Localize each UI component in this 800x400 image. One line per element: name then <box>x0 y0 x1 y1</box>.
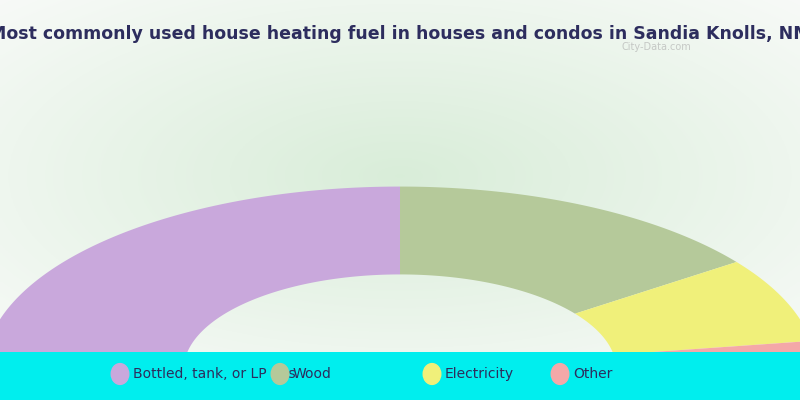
Ellipse shape <box>551 364 569 384</box>
Ellipse shape <box>423 364 441 384</box>
Text: Electricity: Electricity <box>445 367 514 381</box>
Ellipse shape <box>271 364 289 384</box>
Ellipse shape <box>111 364 129 384</box>
Text: Bottled, tank, or LP gas: Bottled, tank, or LP gas <box>133 367 295 381</box>
Text: Most commonly used house heating fuel in houses and condos in Sandia Knolls, NM: Most commonly used house heating fuel in… <box>0 25 800 43</box>
Polygon shape <box>0 186 400 370</box>
Polygon shape <box>575 262 800 355</box>
Text: Other: Other <box>573 367 612 381</box>
Text: Wood: Wood <box>293 367 332 381</box>
Polygon shape <box>614 341 800 370</box>
Polygon shape <box>400 186 737 314</box>
Text: City-Data.com: City-Data.com <box>621 42 691 52</box>
